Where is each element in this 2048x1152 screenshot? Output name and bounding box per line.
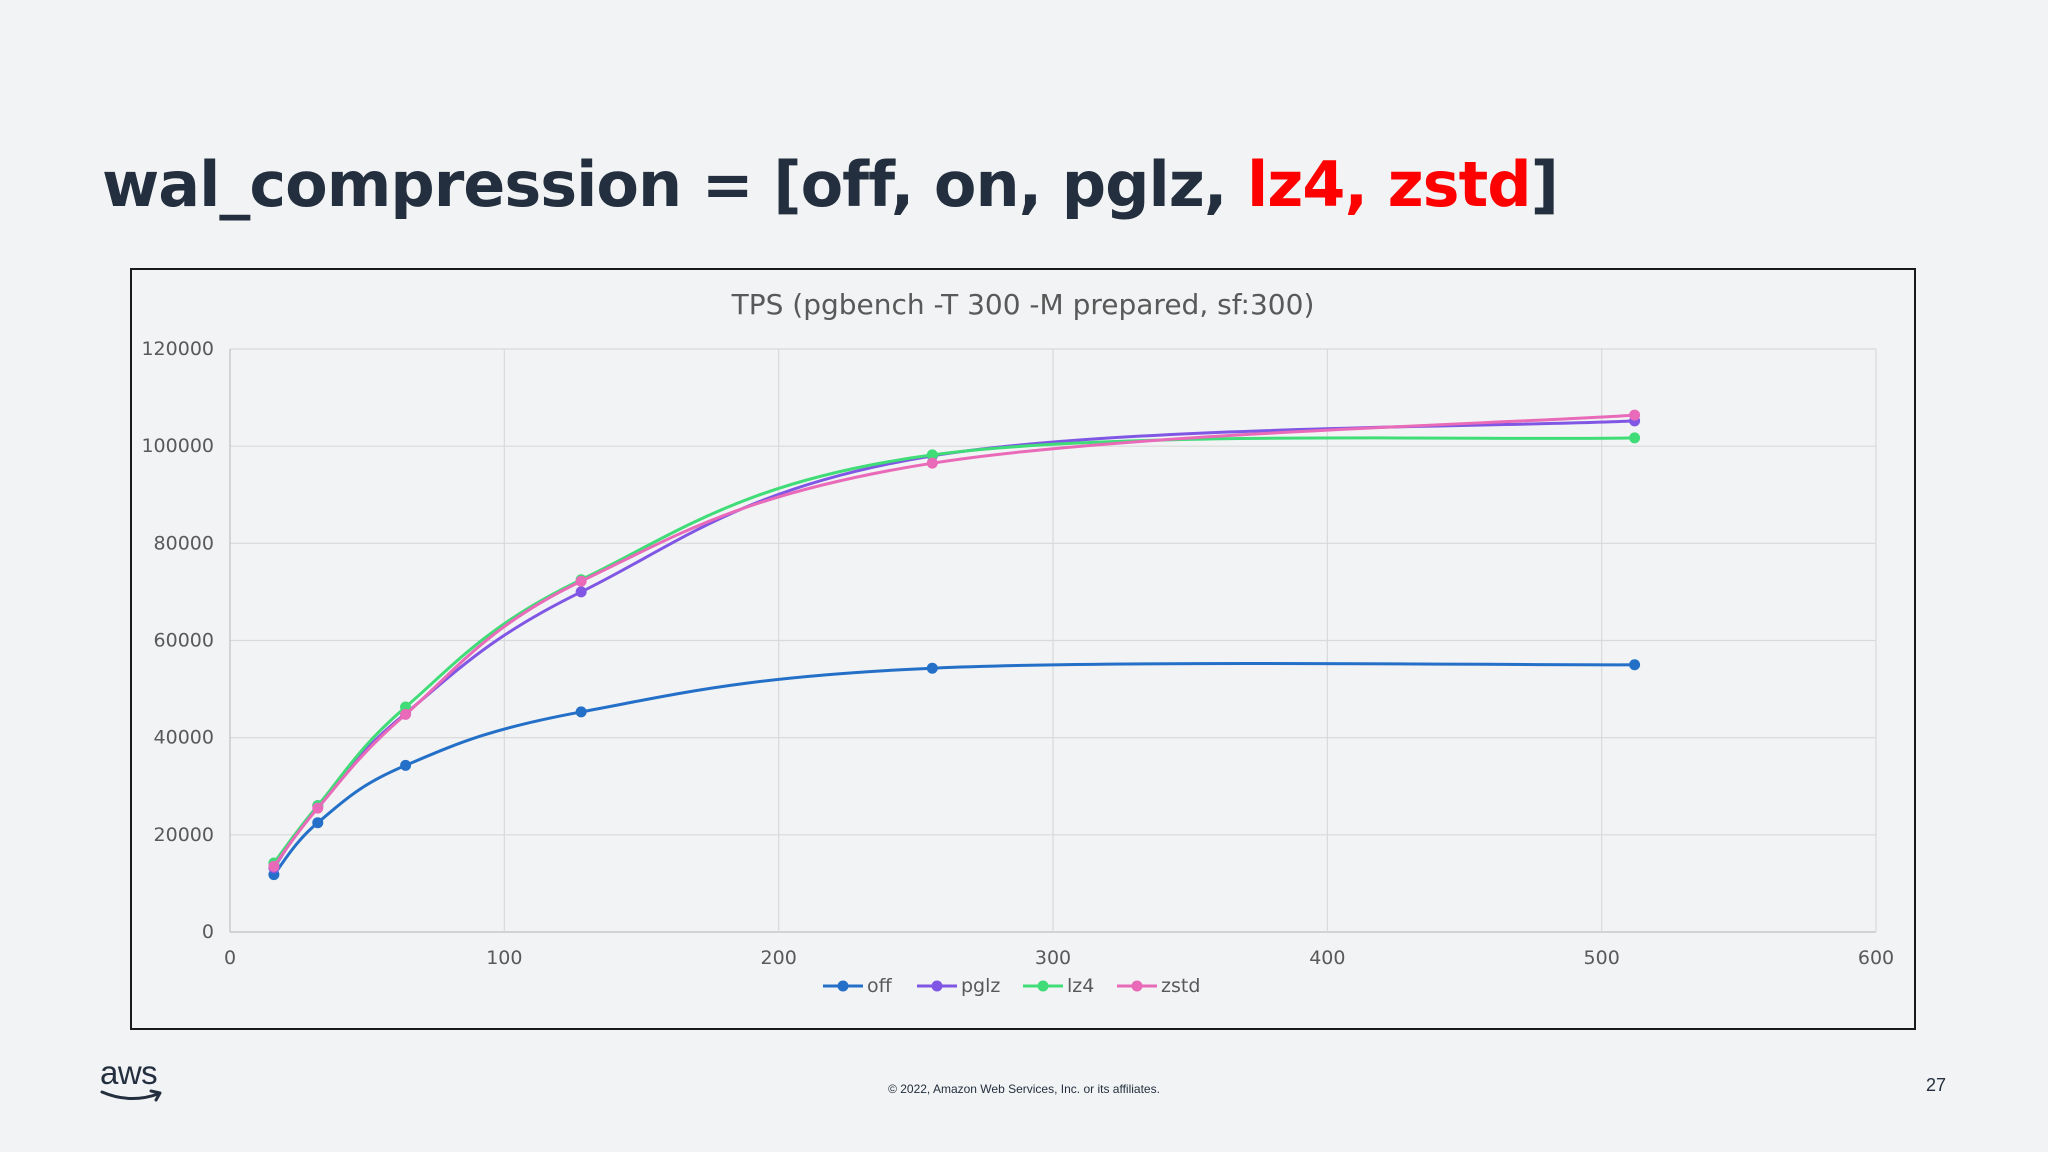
data-point-lz4 (926, 449, 938, 461)
legend-marker-lz4 (1037, 980, 1049, 992)
data-point-off (575, 706, 587, 718)
y-tick-label: 40000 (154, 727, 214, 749)
data-point-zstd (400, 708, 412, 720)
y-tick-label: 20000 (154, 824, 214, 846)
x-tick-label: 600 (1858, 947, 1894, 969)
x-tick-label: 500 (1584, 947, 1620, 969)
data-point-zstd (575, 575, 587, 587)
data-point-zstd (312, 802, 324, 814)
tps-line-chart: TPS (pgbench -T 300 -M prepared, sf:300)… (141, 288, 1894, 997)
legend-label-off: off (867, 975, 893, 997)
copyright-footer: © 2022, Amazon Web Services, Inc. or its… (888, 1082, 1160, 1096)
title-suffix: ] (1530, 148, 1559, 221)
legend-label-lz4: lz4 (1067, 975, 1094, 997)
aws-logo-text: aws (100, 1054, 158, 1091)
series-line-lz4 (272, 436, 1635, 864)
title-prefix: wal_compression = [off, on, pglz, (102, 148, 1247, 221)
title-highlight: lz4, zstd (1246, 148, 1532, 221)
data-point-lz4 (1629, 432, 1641, 444)
data-point-zstd (268, 860, 280, 872)
x-tick-label: 200 (761, 947, 797, 969)
legend-marker-off (837, 980, 849, 992)
data-point-zstd (926, 457, 938, 469)
y-tick-label: 100000 (141, 435, 214, 457)
legend-label-pglz: pglz (961, 975, 1000, 997)
y-tick-label: 120000 (141, 338, 214, 360)
page-number: 27 (1925, 1075, 1946, 1095)
y-tick-label: 60000 (154, 630, 214, 652)
x-tick-label: 300 (1035, 947, 1071, 969)
legend-marker-pglz (931, 980, 943, 992)
slide-title: wal_compression = [off, on, pglz, lz4, z… (102, 148, 1559, 221)
data-point-off (400, 759, 412, 771)
axis-layer: 0 20000 40000 60000 80000 100000 120000 0 100 200… (141, 338, 1894, 969)
aws-logo: aws (100, 1054, 164, 1104)
chart-title: TPS (pgbench -T 300 -M prepared, sf:300) (731, 288, 1315, 321)
series-line-zstd (272, 413, 1635, 868)
grid-layer (229, 348, 1877, 933)
legend-marker-zstd (1131, 980, 1143, 992)
data-point-off (1629, 659, 1641, 671)
y-tick-label: 0 (202, 921, 214, 943)
legend-layer: off pglz lz4 zstd (823, 975, 1200, 997)
x-tick-label: 0 (224, 947, 236, 969)
data-point-pglz (575, 586, 587, 598)
aws-smile-icon (100, 1089, 162, 1102)
data-point-off (926, 662, 938, 674)
chart-frame: TPS (pgbench -T 300 -M prepared, sf:300)… (130, 268, 1916, 1030)
x-tick-label: 100 (486, 947, 522, 969)
series-layer (268, 409, 1641, 881)
x-tick-label: 400 (1309, 947, 1345, 969)
legend-label-zstd: zstd (1161, 975, 1200, 997)
data-point-off (312, 817, 324, 829)
data-point-zstd (1629, 409, 1641, 421)
y-tick-label: 80000 (154, 532, 214, 554)
series-line-off (272, 661, 1635, 876)
